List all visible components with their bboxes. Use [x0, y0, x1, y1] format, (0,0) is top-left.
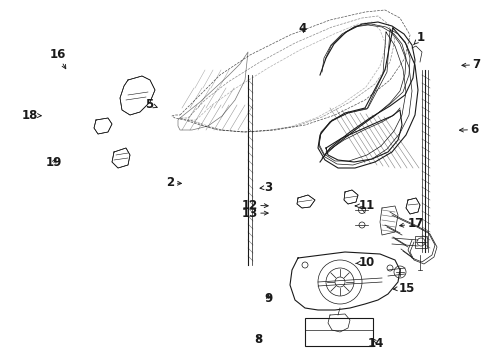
Text: 18: 18 — [21, 109, 41, 122]
Text: 3: 3 — [260, 181, 272, 194]
Polygon shape — [406, 198, 420, 214]
Polygon shape — [297, 195, 315, 208]
Polygon shape — [94, 118, 112, 134]
Text: 8: 8 — [255, 333, 263, 346]
Text: 5: 5 — [146, 98, 157, 111]
Text: 11: 11 — [355, 199, 375, 212]
Bar — [305, 318, 373, 346]
Text: 14: 14 — [368, 337, 385, 350]
Text: 12: 12 — [242, 199, 268, 212]
Text: 7: 7 — [462, 58, 480, 71]
Polygon shape — [344, 190, 358, 204]
Text: 13: 13 — [242, 207, 268, 220]
Bar — [415, 236, 427, 248]
Text: 15: 15 — [393, 282, 415, 294]
Polygon shape — [120, 76, 155, 115]
Text: 19: 19 — [46, 156, 62, 169]
Text: 2: 2 — [167, 176, 181, 189]
Text: 17: 17 — [400, 217, 424, 230]
Text: 16: 16 — [49, 48, 66, 69]
Text: 6: 6 — [460, 123, 478, 136]
Text: 10: 10 — [356, 256, 375, 269]
Polygon shape — [112, 148, 130, 168]
Text: 9: 9 — [265, 292, 272, 305]
Text: 1: 1 — [414, 31, 424, 45]
Text: 4: 4 — [299, 22, 307, 35]
